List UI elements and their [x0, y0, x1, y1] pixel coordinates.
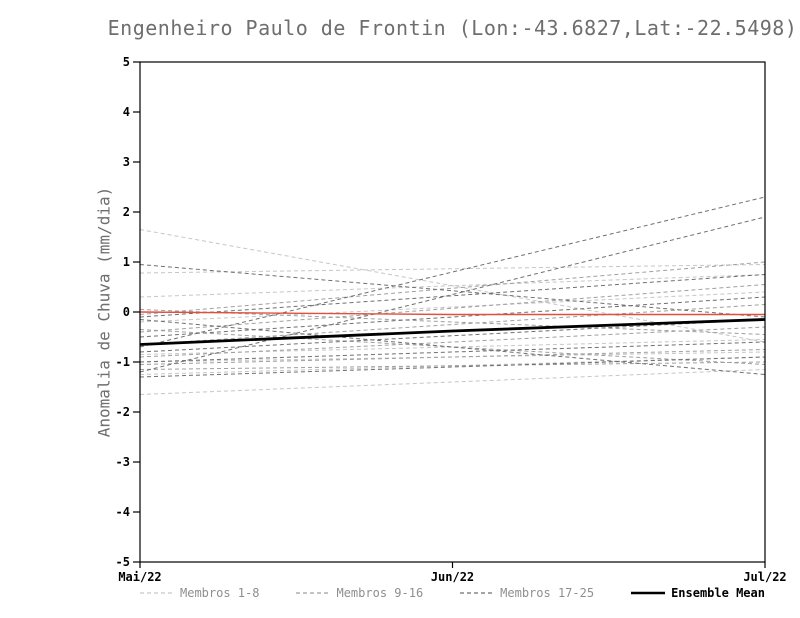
reference-line: [139, 311, 765, 316]
legend-line-sample-dashed-medium: [296, 592, 331, 594]
plot-border: [139, 61, 766, 563]
legend-line-sample-dashed-dark: [460, 592, 495, 594]
legend-item-membros-1-8: Membros 1-8: [140, 586, 259, 600]
member-line: [139, 274, 766, 298]
chart-title: Engenheiro Paulo de Frontin (Lon:-43.682…: [107, 16, 798, 40]
x-tick-label: Jul/22: [743, 570, 786, 584]
legend-item-membros-17-25: Membros 17-25: [460, 586, 594, 600]
member-line: [139, 369, 766, 395]
y-tick-label: 1: [123, 255, 130, 269]
member-line: [139, 264, 766, 274]
x-tick-label: Jun/22: [431, 570, 474, 584]
x-tick-label: Mai/22: [118, 570, 161, 584]
legend-item-membros-9-16: Membros 9-16: [296, 586, 423, 600]
member-line: [139, 339, 766, 355]
legend-label: Ensemble Mean: [671, 586, 765, 600]
member-line: [139, 341, 766, 363]
member-line: [139, 304, 766, 345]
member-line: [139, 319, 766, 353]
y-tick-label: -1: [116, 355, 130, 369]
legend-line-sample-dashed-light: [140, 592, 174, 594]
legend-label: Membros 1-8: [180, 586, 260, 600]
member-line: [139, 296, 766, 338]
legend-label: Membros 17-25: [500, 586, 595, 600]
member-line: [139, 361, 766, 370]
member-line: [139, 196, 766, 348]
member-line: [139, 309, 766, 335]
member-line: [139, 349, 766, 365]
legend-line-sample-solid-black: [631, 591, 666, 595]
y-tick-label: 5: [123, 55, 130, 69]
y-tick-label: -4: [116, 505, 130, 519]
chart-legend: Membros 1-8 Membros 9-16 Membros 17-25 E…: [140, 586, 765, 600]
member-line: [139, 291, 766, 323]
y-tick-label: 4: [123, 105, 130, 119]
y-tick-label: 0: [123, 305, 130, 319]
y-tick-label: 2: [123, 205, 130, 219]
y-tick-label: -2: [116, 405, 130, 419]
member-line: [139, 326, 766, 358]
y-tick-label: -3: [116, 455, 130, 469]
ensemble-mean-line: [139, 318, 766, 346]
legend-item-ensemble-mean: Ensemble Mean: [631, 586, 765, 600]
member-line: [139, 261, 766, 315]
y-tick-label: -5: [116, 555, 130, 569]
member-line: [139, 356, 766, 378]
member-line: [139, 216, 766, 373]
member-line: [139, 351, 766, 363]
member-line: [139, 329, 766, 365]
member-line: [139, 229, 766, 343]
y-tick-label: 3: [123, 155, 130, 169]
member-line: [139, 264, 766, 318]
legend-label: Membros 9-16: [336, 586, 424, 600]
